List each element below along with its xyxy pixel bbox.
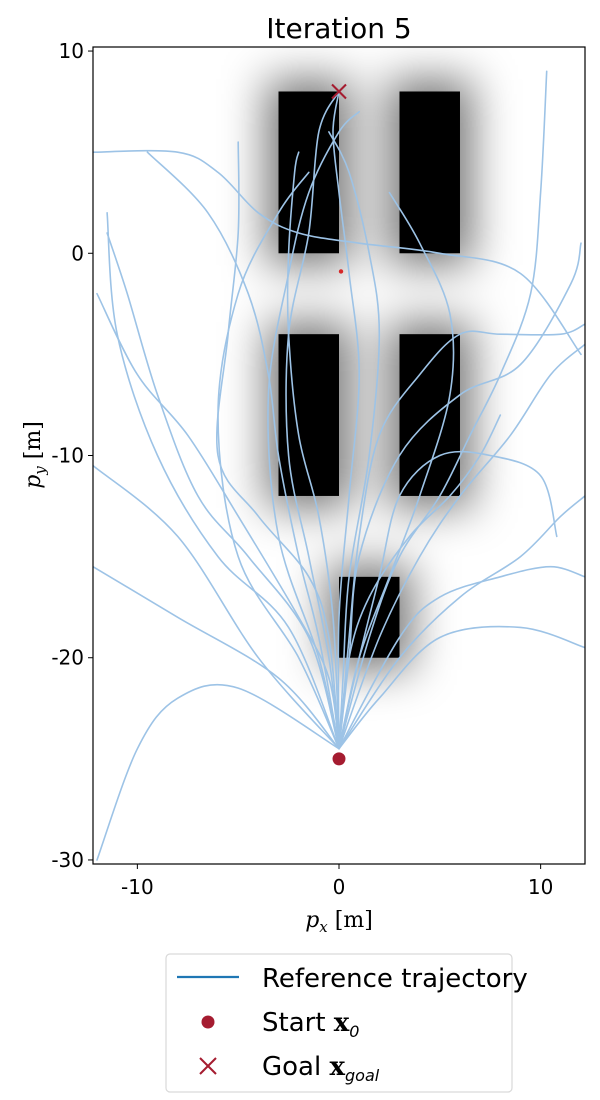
goal-marker-stroke-2 <box>331 83 347 100</box>
y-tick-label-1: 0 <box>71 241 84 265</box>
trajectory-15 <box>338 495 585 750</box>
y-tick-label-0: 10 <box>59 39 84 63</box>
trajectory-5 <box>96 683 340 861</box>
legend-start-swatch <box>201 1015 215 1029</box>
trajectory-13 <box>93 149 582 356</box>
trajectory-group <box>93 70 585 861</box>
y-tick-label-4: -30 <box>51 848 84 872</box>
y-axis-label: py [m] <box>21 421 49 489</box>
x-tick-label-1: 0 <box>333 875 346 899</box>
trajectory-2 <box>285 90 340 750</box>
trajectory-3 <box>328 131 381 750</box>
x-axis-ticks: -10 0 10 <box>121 864 553 899</box>
obstacle-4 <box>399 334 460 496</box>
y-tick-label-2: -10 <box>51 444 84 468</box>
trajectory-6 <box>93 565 340 750</box>
current-point-marker <box>338 269 344 274</box>
chart-title: Iteration 5 <box>266 12 411 45</box>
trajectory-8 <box>106 212 340 750</box>
obstacle-2 <box>399 91 460 254</box>
obstacle-3 <box>278 334 339 496</box>
trajectory-18 <box>338 70 548 750</box>
trajectory-20 <box>338 323 585 750</box>
trajectory-23 <box>338 242 582 750</box>
legend-goal-swatch <box>199 1057 217 1075</box>
legend-label-start: Start x0 <box>262 1008 359 1041</box>
x-axis-label: px [m] <box>305 908 373 936</box>
legend-label-goal: Goal xgoal <box>262 1052 380 1085</box>
legend-label-reference: Reference trajectory <box>262 964 528 994</box>
trajectory-16 <box>338 565 585 750</box>
trajectory-24 <box>96 292 340 750</box>
marker-group <box>331 83 347 766</box>
trajectory-12 <box>286 151 340 750</box>
y-axis-ticks: 10 0 -10 -20 -30 <box>51 39 93 872</box>
trajectory-25 <box>332 90 360 750</box>
trajectory-4 <box>217 171 340 750</box>
trajectory-11 <box>215 141 340 750</box>
trajectory-10 <box>146 151 340 750</box>
legend-box <box>165 953 513 1093</box>
trajectory-14 <box>338 343 585 750</box>
x-tick-label-0: -10 <box>121 875 154 899</box>
trajectory-17 <box>338 625 585 750</box>
x-tick-label-2: 10 <box>528 875 553 899</box>
start-marker <box>332 752 346 766</box>
y-tick-label-3: -20 <box>51 646 84 670</box>
trajectory-9 <box>106 232 340 750</box>
trajectory-21 <box>338 450 558 750</box>
trajectory-7 <box>93 464 340 750</box>
goal-marker <box>331 83 347 100</box>
legend: Reference trajectory Start x0 Goal xgoal <box>165 953 528 1093</box>
